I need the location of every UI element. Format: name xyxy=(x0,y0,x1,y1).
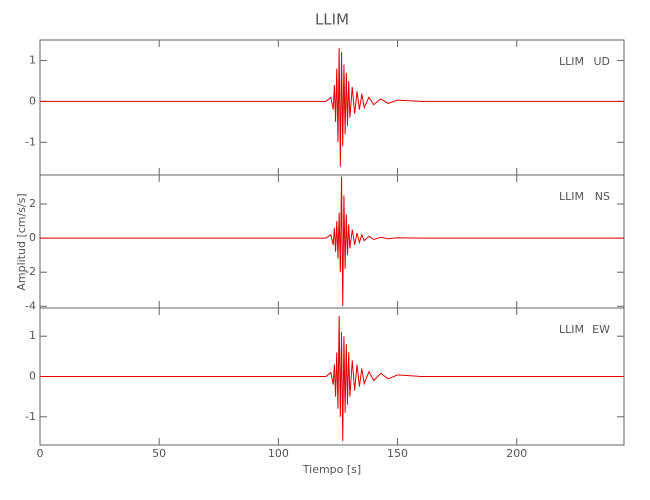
x-axis-label: Tiempo [s] xyxy=(302,463,361,476)
y-tick-label: -1 xyxy=(25,135,36,148)
y-tick-label: -2 xyxy=(25,265,36,278)
x-tick-label: 100 xyxy=(268,447,289,460)
y-tick-label: 0 xyxy=(29,370,36,383)
x-tick-label: 200 xyxy=(506,447,527,460)
y-tick-label: 1 xyxy=(29,53,36,66)
y-tick-label: 2 xyxy=(29,197,36,210)
station-label: LLIM xyxy=(559,190,584,203)
y-tick-label: -1 xyxy=(25,410,36,423)
trace xyxy=(40,316,624,441)
station-label: LLIM xyxy=(559,55,584,68)
y-tick-label: 1 xyxy=(29,329,36,342)
x-tick-label: 50 xyxy=(152,447,166,460)
component-label: NS xyxy=(595,190,610,203)
x-tick-label: 150 xyxy=(387,447,408,460)
y-axis-label: Amplitud [cm/s/s] xyxy=(15,193,28,290)
y-tick-label: 0 xyxy=(29,94,36,107)
figure-title: LLIM xyxy=(315,11,349,29)
y-tick-label: 0 xyxy=(29,231,36,244)
trace xyxy=(40,176,624,307)
x-tick-label: 0 xyxy=(37,447,44,460)
panel-frame xyxy=(39,39,625,176)
trace xyxy=(40,48,624,167)
y-tick-label: -4 xyxy=(25,299,36,312)
component-label: EW xyxy=(592,323,610,336)
component-label: UD xyxy=(593,55,610,68)
station-label: LLIM xyxy=(559,323,584,336)
